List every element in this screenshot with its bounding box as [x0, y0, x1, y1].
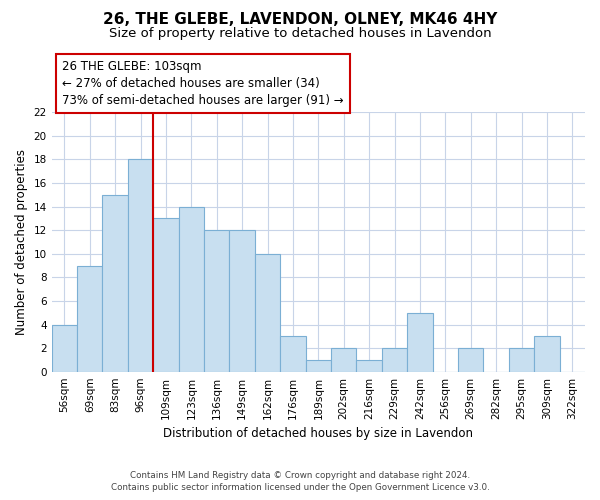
Y-axis label: Number of detached properties: Number of detached properties: [15, 149, 28, 335]
Bar: [509, 348, 534, 372]
Text: 26 THE GLEBE: 103sqm
← 27% of detached houses are smaller (34)
73% of semi-detac: 26 THE GLEBE: 103sqm ← 27% of detached h…: [62, 60, 344, 107]
Bar: [305, 360, 331, 372]
Bar: [458, 348, 484, 372]
Bar: [77, 266, 103, 372]
Bar: [255, 254, 280, 372]
Bar: [280, 336, 305, 372]
Bar: [179, 206, 204, 372]
Bar: [204, 230, 229, 372]
Bar: [153, 218, 179, 372]
Bar: [407, 312, 433, 372]
Text: 26, THE GLEBE, LAVENDON, OLNEY, MK46 4HY: 26, THE GLEBE, LAVENDON, OLNEY, MK46 4HY: [103, 12, 497, 28]
X-axis label: Distribution of detached houses by size in Lavendon: Distribution of detached houses by size …: [163, 427, 473, 440]
Text: Size of property relative to detached houses in Lavendon: Size of property relative to detached ho…: [109, 28, 491, 40]
Text: Contains HM Land Registry data © Crown copyright and database right 2024.
Contai: Contains HM Land Registry data © Crown c…: [110, 471, 490, 492]
Bar: [128, 160, 153, 372]
Bar: [52, 324, 77, 372]
Bar: [382, 348, 407, 372]
Bar: [331, 348, 356, 372]
Bar: [534, 336, 560, 372]
Bar: [229, 230, 255, 372]
Bar: [356, 360, 382, 372]
Bar: [103, 195, 128, 372]
